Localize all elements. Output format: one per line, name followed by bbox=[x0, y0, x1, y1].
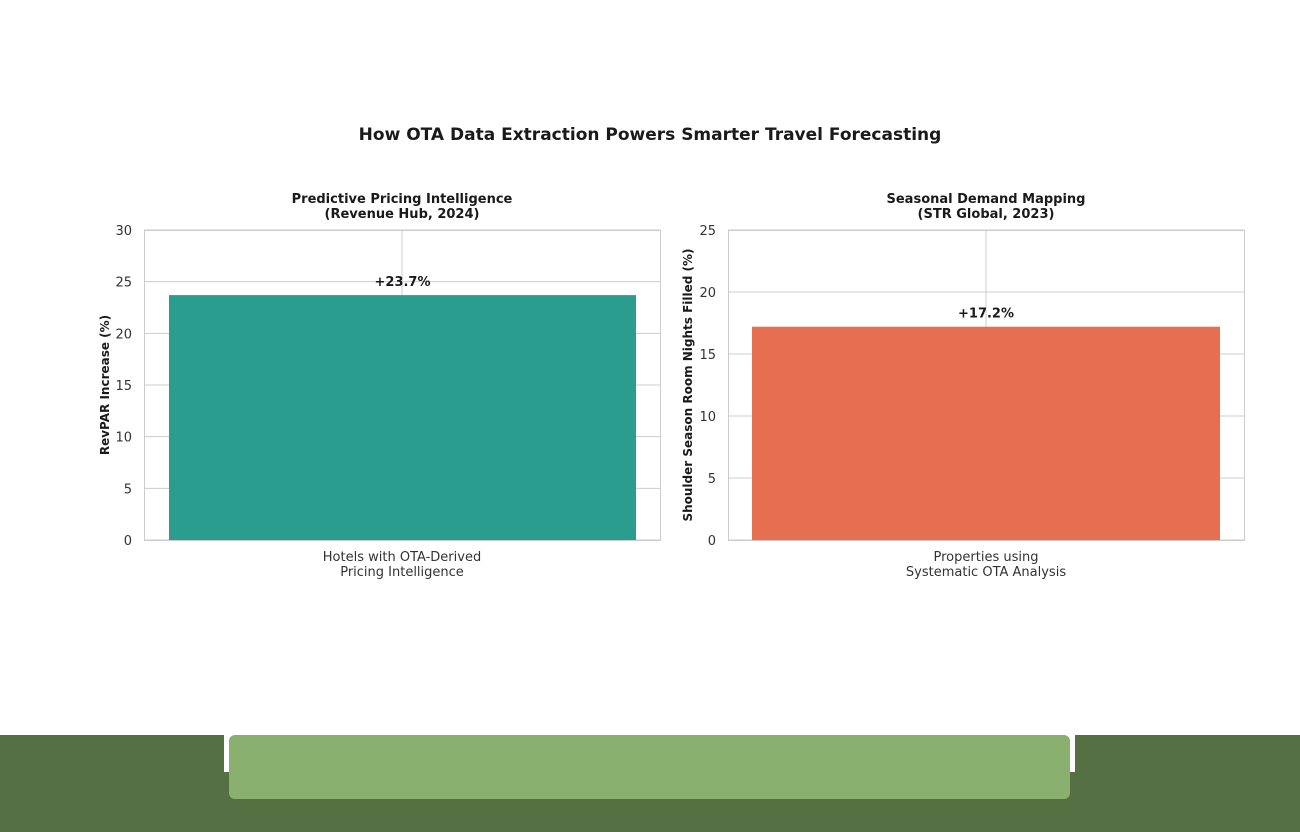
chart-2-bar bbox=[752, 326, 1220, 540]
footer-left-panel bbox=[0, 735, 224, 772]
chart-main-title: How OTA Data Extraction Powers Smarter T… bbox=[358, 125, 942, 145]
chart-2-x-tick-label-line2: Systematic OTA Analysis bbox=[906, 565, 1066, 580]
chart-2-y-tick-label: 10 bbox=[699, 410, 716, 425]
chart-2-bar-value-label: +17.2% bbox=[958, 307, 1014, 322]
charts-canvas: Predictive Pricing Intelligence (Revenue… bbox=[98, 192, 1245, 580]
chart-1-y-tick-label: 25 bbox=[115, 276, 132, 291]
chart-2-plot-frame bbox=[728, 230, 1245, 541]
chart-1-x-tick-label-line2: Pricing Intelligence bbox=[340, 565, 464, 580]
chart-2-y-axis-label: Shoulder Season Room Nights Filled (%) bbox=[681, 248, 695, 521]
chart-2-y-tick-label: 5 bbox=[708, 472, 716, 487]
chart-2-x-tick-label-line1: Properties using bbox=[934, 550, 1039, 565]
chart-1-y-tick-label: 5 bbox=[124, 482, 132, 497]
chart-1-y-ticks: 0 5 10 15 20 25 30 bbox=[115, 224, 132, 549]
chart-1-x-tick-label-line1: Hotels with OTA-Derived bbox=[323, 550, 481, 565]
chart-1-bar bbox=[169, 295, 636, 540]
chart-2-y-ticks: 0 5 10 15 20 25 bbox=[699, 224, 716, 549]
chart-1-y-tick-label: 10 bbox=[115, 431, 132, 446]
chart-2: Seasonal Demand Mapping (STR Global, 202… bbox=[681, 192, 1245, 580]
chart-1-title-line1: Predictive Pricing Intelligence bbox=[292, 192, 513, 207]
chart-1-y-axis-label: RevPAR Increase (%) bbox=[98, 315, 112, 455]
chart-2-y-tick-label: 0 bbox=[708, 534, 716, 549]
chart-2-title-line2: (STR Global, 2023) bbox=[918, 207, 1055, 222]
footer-right-panel bbox=[1075, 735, 1300, 772]
chart-1-title-line2: (Revenue Hub, 2024) bbox=[325, 207, 480, 222]
chart-2-title-line1: Seasonal Demand Mapping bbox=[887, 192, 1086, 207]
chart-2-y-tick-label: 25 bbox=[699, 224, 716, 239]
chart-1-y-tick-label: 15 bbox=[115, 379, 132, 394]
footer-center-panel bbox=[229, 735, 1070, 799]
chart-1-plot-frame bbox=[144, 230, 661, 541]
chart-1-y-tick-label: 30 bbox=[115, 224, 132, 239]
chart-1-bar-value-label: +23.7% bbox=[375, 275, 431, 290]
chart-1-y-tick-label: 0 bbox=[124, 534, 132, 549]
chart-2-y-tick-label: 20 bbox=[699, 286, 716, 301]
chart-1-y-tick-label: 20 bbox=[115, 327, 132, 342]
chart-1: Predictive Pricing Intelligence (Revenue… bbox=[98, 192, 661, 580]
chart-2-y-tick-label: 15 bbox=[699, 348, 716, 363]
